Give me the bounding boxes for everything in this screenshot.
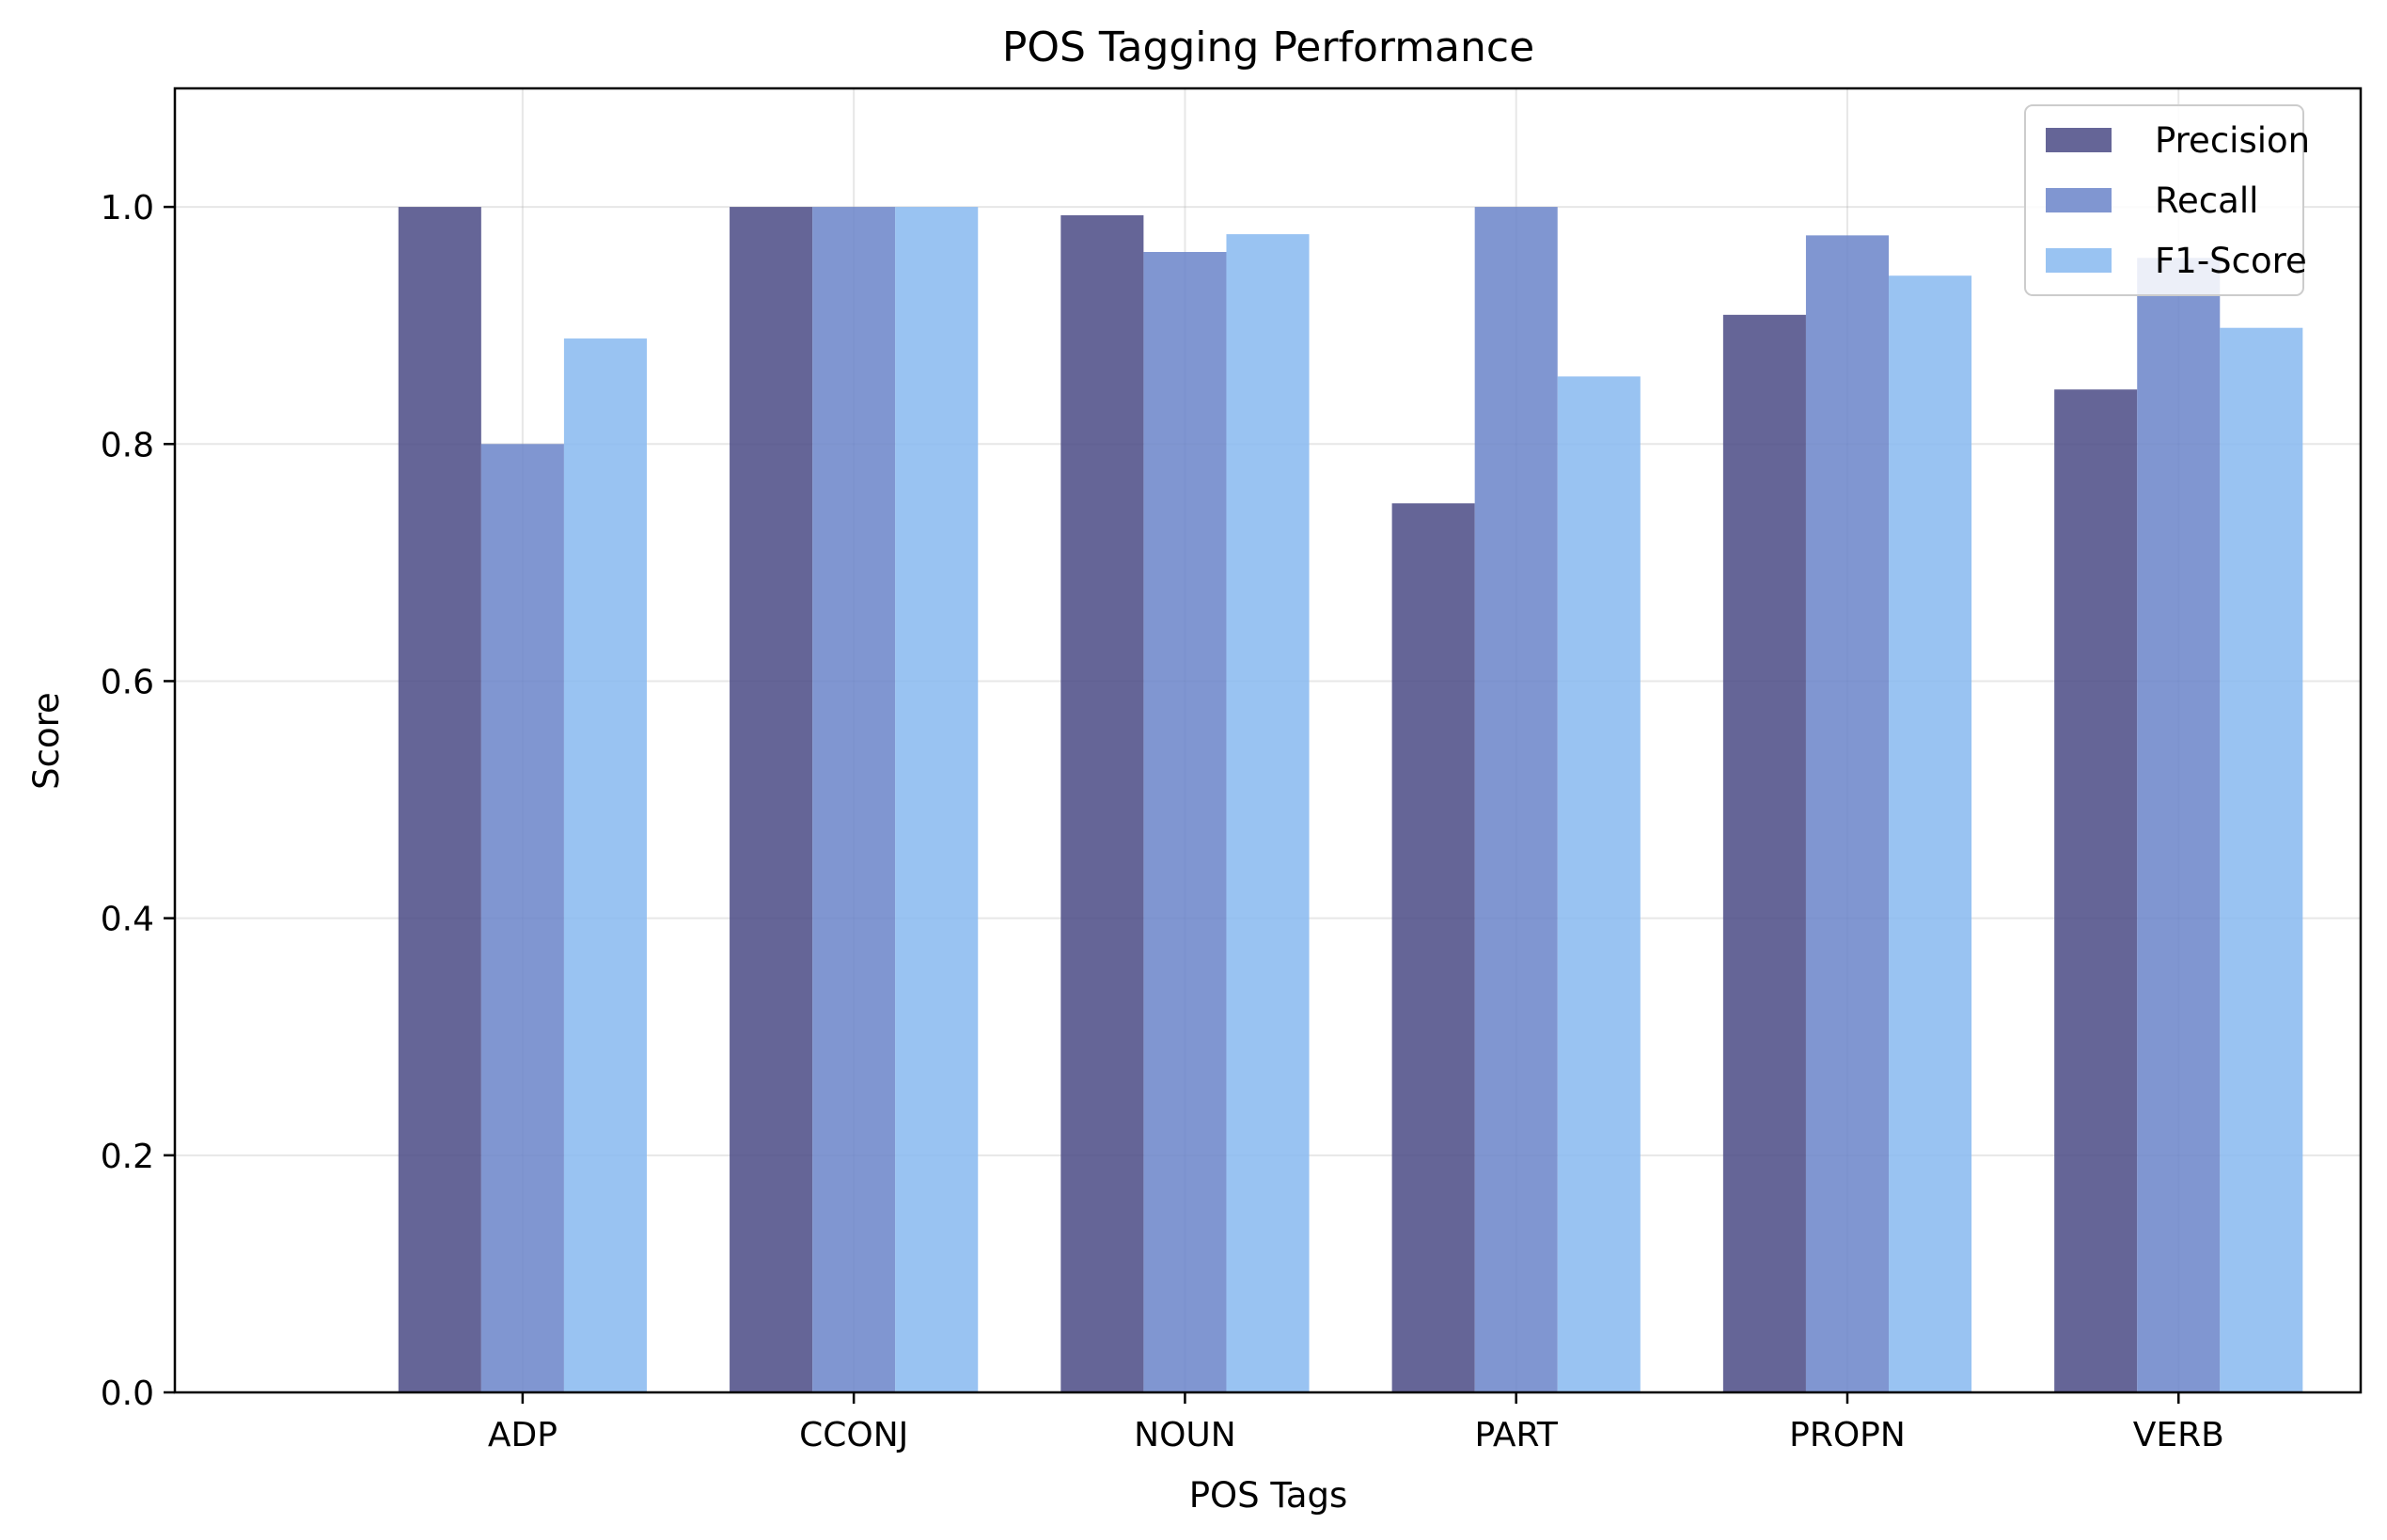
bar-precision-part [1391, 503, 1475, 1392]
legend-swatch-recall [2046, 188, 2112, 212]
legend-box [2024, 104, 2304, 296]
bar-precision-cconj [730, 207, 813, 1392]
plot-area-frame [173, 86, 2363, 1394]
y-axis: 0.0 0.2 0.4 0.6 0.8 1.0 [101, 189, 175, 1413]
x-tick-label: NOUN [1134, 1416, 1236, 1454]
y-tick-label: 0.8 [101, 426, 154, 464]
x-tick-label: PART [1474, 1416, 1558, 1454]
bar-f1-score-part [1557, 376, 1641, 1393]
y-tick-label: 1.0 [101, 189, 154, 228]
chart-title: POS Tagging Performance [1002, 24, 1534, 71]
x-axis: ADP CCONJ NOUN PART PROPN VERB [488, 1392, 2224, 1454]
legend: Precision Recall F1-Score [2024, 104, 2310, 296]
x-tick-label: PROPN [1789, 1416, 1906, 1454]
legend-label-precision: Precision [2155, 120, 2310, 161]
y-tick-label: 0.0 [101, 1375, 154, 1413]
bar-recall-verb [2137, 258, 2221, 1392]
legend-swatch-precision [2046, 128, 2112, 152]
bar-f1-score-verb [2220, 327, 2303, 1393]
bar-precision-adp [398, 207, 481, 1392]
bar-recall-cconj [812, 207, 896, 1392]
x-tick-label: CCONJ [799, 1416, 908, 1454]
bar-recall-noun [1143, 252, 1227, 1392]
y-tick-label: 0.4 [101, 901, 154, 939]
legend-label-f1-score: F1-Score [2155, 241, 2307, 281]
bar-f1-score-propn [1889, 275, 1972, 1392]
bars [398, 207, 2303, 1393]
y-tick-label: 0.6 [101, 663, 154, 701]
bar-f1-score-adp [563, 338, 647, 1393]
bar-precision-verb [2054, 389, 2138, 1393]
x-tick-label: VERB [2133, 1416, 2224, 1454]
bar-precision-noun [1060, 214, 1144, 1393]
legend-label-recall: Recall [2155, 181, 2258, 221]
bar-f1-score-noun [1226, 234, 1310, 1393]
bar-f1-score-cconj [895, 207, 979, 1392]
y-tick-label: 0.2 [101, 1138, 154, 1176]
y-axis-label: Score [26, 692, 67, 790]
bar-recall-part [1474, 207, 1558, 1392]
bar-precision-propn [1722, 314, 1806, 1393]
bar-recall-adp [480, 444, 564, 1393]
x-tick-label: ADP [488, 1416, 557, 1454]
x-axis-label: POS Tags [1189, 1475, 1348, 1516]
legend-swatch-f1-score [2046, 248, 2112, 273]
bar-recall-propn [1805, 235, 1890, 1392]
